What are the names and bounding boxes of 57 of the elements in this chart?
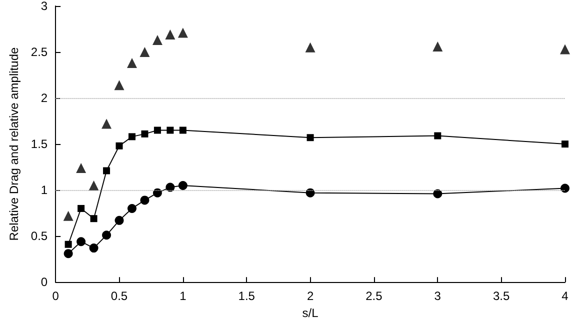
point [76, 162, 86, 173]
point [114, 80, 124, 90]
point [89, 244, 98, 253]
y-tick-label: 0.5 [30, 229, 48, 244]
point [154, 126, 161, 134]
point [140, 196, 150, 205]
point [116, 142, 123, 150]
point [78, 204, 85, 212]
y-tick-label: 3 [40, 0, 48, 13]
point [166, 126, 174, 134]
point [102, 118, 112, 129]
point [179, 126, 186, 134]
point [305, 42, 316, 52]
point [103, 167, 110, 174]
point [306, 188, 315, 198]
x-tick-label: 1 [180, 289, 187, 304]
point [152, 188, 162, 198]
point [76, 237, 86, 246]
point [64, 240, 72, 248]
point [90, 215, 98, 222]
point [306, 134, 314, 142]
point [126, 58, 137, 68]
y-tick-label: 2.5 [30, 45, 48, 60]
y-tick-label: 1.5 [30, 137, 48, 152]
x-axis-title: s/L [302, 306, 319, 320]
x-tick-label: 2 [306, 289, 314, 304]
point [88, 180, 99, 190]
point [166, 182, 175, 192]
point [64, 249, 73, 258]
point [152, 35, 162, 46]
point [165, 30, 176, 40]
point [140, 47, 150, 58]
point [114, 216, 124, 225]
y-axis-title: Relative Drag and relative amplitude [7, 47, 21, 241]
x-tick-label: 1.5 [238, 289, 256, 304]
point [178, 180, 188, 190]
y-tick-label: 1 [40, 183, 48, 198]
x-tick-label: 2.5 [366, 289, 383, 304]
x-tick-label: 0.5 [110, 289, 128, 304]
point [128, 133, 136, 140]
point [141, 130, 148, 138]
point [560, 184, 570, 193]
point [434, 132, 442, 140]
point [178, 28, 188, 38]
y-tick-label: 0 [40, 275, 48, 290]
x-tick-label: 3 [434, 289, 442, 304]
point [433, 189, 442, 198]
x-tick-label: 0 [52, 289, 60, 304]
point [63, 210, 74, 221]
x-tick-label: 3.5 [492, 289, 510, 304]
point [432, 41, 443, 52]
y-tick-label: 2 [40, 91, 48, 106]
point [562, 140, 568, 148]
x-tick-label: 4 [562, 289, 569, 304]
point [560, 44, 570, 54]
point [128, 204, 136, 213]
point [102, 230, 112, 240]
